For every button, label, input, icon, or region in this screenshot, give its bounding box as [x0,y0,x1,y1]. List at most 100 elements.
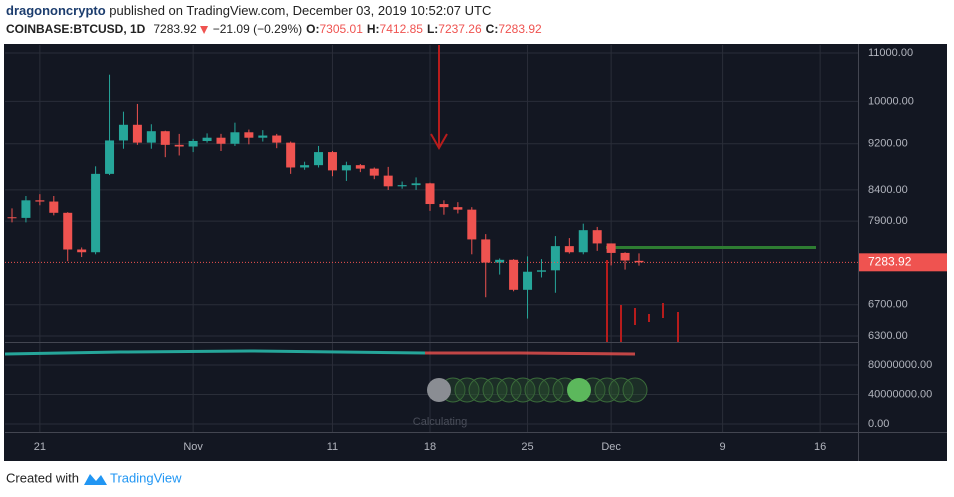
candle-body [397,185,407,187]
x-tick-label: 25 [521,441,533,453]
candle-body [606,243,616,253]
candle-body [202,137,212,141]
x-tick-label: 21 [34,441,46,453]
ohlc-label: C: [486,22,499,36]
ohlc-value: 7305.01 [319,22,363,36]
candle-body [536,270,546,272]
y-tick-label: 8400.00 [868,184,908,196]
candle-body [132,124,142,143]
candle-body [592,230,602,244]
y2-tick-label: 40000000.00 [868,388,932,400]
signal-circle-green [567,378,591,402]
candle-body [146,131,156,143]
candle-body [77,249,87,253]
candle-body [550,246,560,271]
candle-body [174,144,184,147]
y-tick-label: 9200.00 [868,138,908,150]
axes: 11000.00 10000.00 9200.00 8400.00 7900.00 670… [34,47,947,453]
candle-body [564,246,574,253]
candle-body [341,165,351,171]
candle-body [118,124,128,141]
x-tick-label: 16 [814,441,826,453]
candle-body [188,140,198,147]
candle-body [355,165,365,169]
candle-body [91,173,101,253]
y-tick-label: 7900.00 [868,215,908,227]
indicator-line-up [5,349,426,356]
grid [5,45,858,432]
chart-panel [4,44,947,461]
y2-tick-label: 0.00 [868,418,889,430]
y-tick-label: 11000.00 [868,47,913,59]
candle-body [258,135,268,138]
candle-body [286,142,296,168]
candle-body [620,252,630,261]
x-tick-label: 18 [424,441,436,453]
footer-brand: TradingView [110,470,182,485]
author-name: dragononcrypto [6,3,106,18]
x-tick-label: Nov [183,441,203,453]
candle-body [49,201,59,213]
candle-body [495,259,505,263]
candle-body [35,200,45,202]
candle-body [481,239,491,263]
candle-body [453,207,463,210]
x-tick-label: Dec [601,441,621,453]
change: −21.09 (−0.29%) [213,22,302,36]
signal-circles [440,377,648,403]
y-tick-label: 10000.00 [868,95,914,107]
ohlc-label: H: [367,22,380,36]
candle-body [314,152,324,166]
brand-logo [84,474,107,485]
candle-body [21,200,31,218]
x-tick-label: 9 [720,441,726,453]
ohlc-value: 7412.85 [380,22,424,36]
indicator-line-down [425,351,636,356]
x-tick-label: 11 [327,441,338,453]
last-price-badge [859,253,947,272]
signal-circle-grey [427,378,451,402]
symbol: COINBASE:BTCUSD, 1D [6,22,146,36]
footer-created: Created with [6,470,79,485]
candle-body [425,183,435,205]
candle-body [300,165,310,168]
candle-body [578,230,588,253]
symbol-line: COINBASE:BTCUSD, 1D 7283.92 −21.09 (−0.29%… [6,22,542,36]
candle-body [230,132,240,144]
candle-body [369,168,379,176]
candle-body [327,152,337,171]
candle-body [272,135,282,143]
y-tick-label: 6300.00 [868,330,908,342]
candle-body [244,132,254,138]
candle-body [467,209,477,240]
ohlc-label: L: [427,22,438,36]
candle-body [160,131,170,145]
candle-body [411,183,421,186]
last-price-label: 7283.92 [868,254,912,268]
down-icon [200,26,209,34]
candle-body [216,137,226,144]
published: published on TradingView.com, December 0… [106,3,492,18]
down-arrow [430,45,448,151]
ohlc-label: O: [306,22,319,36]
y2-tick-label: 80000000.00 [868,359,932,371]
candle-body [63,212,73,250]
candles [5,74,858,319]
ohlc-value: 7237.26 [438,22,482,36]
indicator-pane [5,349,648,403]
ohlc-value: 7283.92 [498,22,542,36]
candle-body [509,259,519,290]
candle-body [634,260,644,263]
status-text: Calculating [413,416,467,428]
last-price: 7283.92 [153,22,197,36]
candle-body [7,217,17,219]
candle-body [105,140,115,174]
y-tick-label: 6700.00 [868,299,908,311]
author: dragononcrypto published on TradingView.… [6,3,491,18]
candle-body [439,204,449,208]
candle-body [523,271,533,290]
projection-bars [606,260,679,342]
candle-body [383,175,393,187]
